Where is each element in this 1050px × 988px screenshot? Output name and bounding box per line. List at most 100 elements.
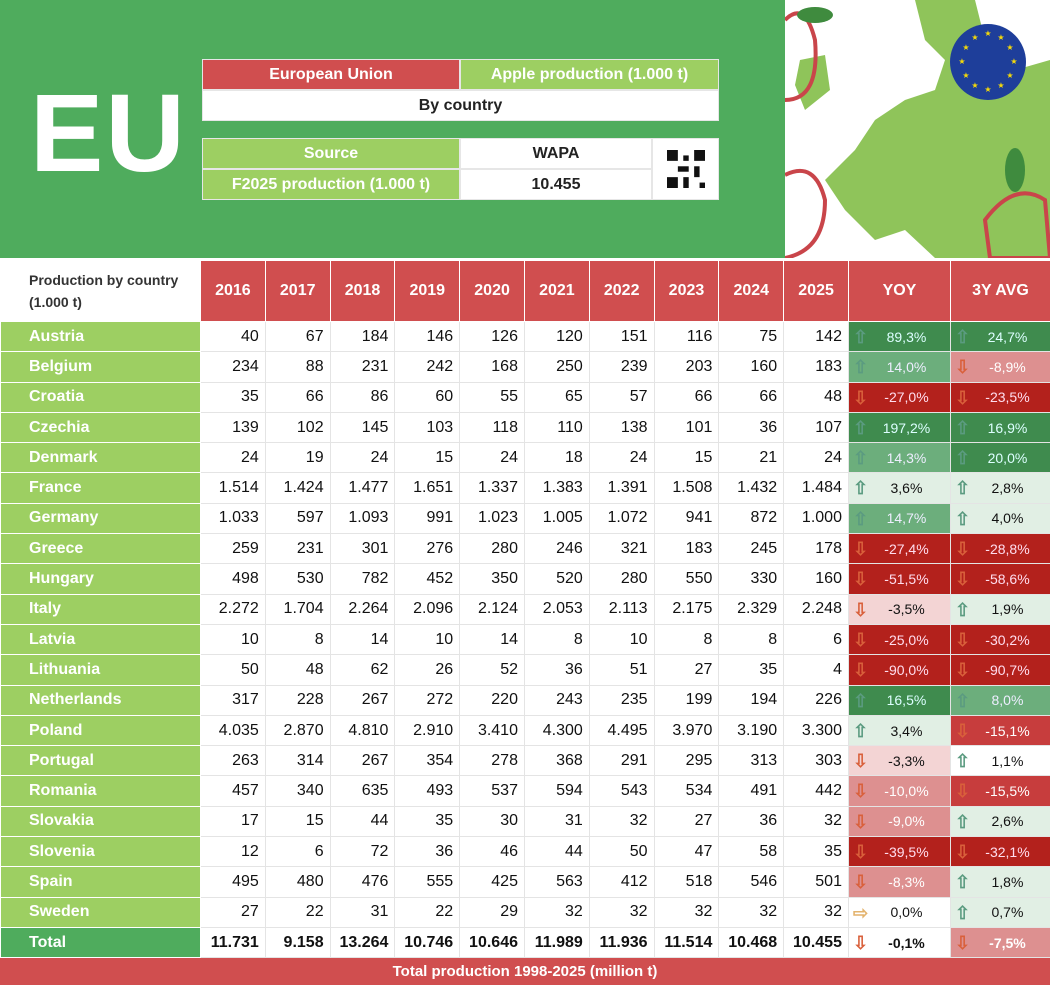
- avg-value: 2,8%: [991, 480, 1024, 497]
- yoy-change-cell: ⇩ -9,0%: [847, 805, 951, 838]
- country-name: Greece: [0, 533, 201, 565]
- production-value: 50: [588, 836, 655, 868]
- production-value: 32: [588, 896, 655, 928]
- production-value: 29: [459, 896, 525, 928]
- avg-value: -32,1%: [985, 843, 1030, 860]
- arrow-up-icon: ⇧: [954, 811, 971, 832]
- production-value: 2.096: [394, 593, 461, 625]
- yoy-value: -39,5%: [884, 843, 929, 860]
- production-value: 317: [200, 684, 266, 716]
- table-row: Belgium 234 88 231 242 168 250 239 203 160 183 ⇧ 14,…: [0, 351, 1050, 383]
- eu-flag-icon: ★ ★★★★★★★★★★★: [950, 24, 1026, 100]
- subtitle: By country: [202, 90, 719, 121]
- production-value: 3.410: [459, 714, 525, 747]
- yoy-value: -10,0%: [884, 783, 929, 800]
- production-value: 14: [459, 623, 525, 656]
- yoy-value: -0,1%: [888, 934, 925, 951]
- yoy-change-cell: ⇨ 0,0%: [847, 896, 951, 928]
- avg-change-cell: ⇩ -28,8%: [949, 533, 1050, 565]
- svg-text:★: ★: [1006, 71, 1013, 80]
- avg-value: -15,5%: [985, 783, 1030, 800]
- production-value: 3.970: [653, 714, 720, 747]
- production-value: 235: [588, 684, 655, 716]
- avg-value: 1,8%: [991, 873, 1024, 890]
- production-value: 1.424: [264, 472, 331, 504]
- production-value: 452: [394, 563, 461, 595]
- country-name: France: [0, 472, 201, 504]
- yoy-change-cell: ⇧ 14,3%: [847, 442, 951, 474]
- production-value: 4.810: [329, 714, 396, 747]
- production-value: 321: [588, 533, 655, 565]
- production-value: 139: [200, 411, 266, 444]
- production-value: 32: [523, 896, 590, 928]
- production-value: 160: [718, 351, 785, 383]
- production-value: 291: [588, 745, 655, 777]
- arrow-down-icon: ⇩: [852, 842, 869, 863]
- production-value: 31: [523, 805, 590, 838]
- production-value: 231: [264, 533, 331, 565]
- year-header: 2022: [588, 260, 655, 322]
- production-value: 32: [653, 896, 720, 928]
- production-value: 15: [264, 805, 331, 838]
- avg-change-cell: ⇩ -15,5%: [949, 775, 1050, 807]
- production-value: 178: [783, 533, 849, 565]
- production-value: 10: [200, 623, 266, 656]
- table-row: Austria 40 67 184 146 126 120 151 116 75 142 ⇧ 89,3%…: [0, 320, 1050, 353]
- production-value: 26: [394, 654, 461, 686]
- production-value: 1.651: [394, 472, 461, 504]
- production-value: 476: [329, 866, 396, 898]
- production-value: 228: [264, 684, 331, 716]
- arrow-down-icon: ⇩: [954, 539, 971, 560]
- source-label: Source: [202, 138, 460, 169]
- table-row: Portugal 263 314 267 354 278 368 291 295 313 303 ⇩ -…: [0, 745, 1050, 777]
- production-value: 12: [200, 836, 266, 868]
- production-value: 151: [588, 320, 655, 353]
- arrow-down-icon: ⇩: [954, 569, 971, 590]
- yoy-change-cell: ⇩ -27,4%: [847, 533, 951, 565]
- production-value: 62: [329, 654, 396, 686]
- arrow-right-icon: ⇨: [852, 902, 869, 923]
- table-row: France 1.514 1.424 1.477 1.651 1.337 1.383 1.39…: [0, 472, 1050, 504]
- production-value: 442: [783, 775, 849, 807]
- yoy-value: -51,5%: [884, 571, 929, 588]
- topic-label: Apple production (1.000 t): [460, 59, 719, 90]
- production-value: 3.190: [718, 714, 785, 747]
- production-value: 295: [653, 745, 720, 777]
- production-value: 21: [718, 442, 785, 474]
- source-value: WAPA: [460, 138, 652, 169]
- production-value: 145: [329, 411, 396, 444]
- forecast-value: 10.455: [460, 169, 652, 200]
- year-header: 2018: [329, 260, 396, 322]
- arrow-down-icon: ⇩: [954, 932, 971, 953]
- yoy-change-cell: ⇩ -8,3%: [847, 866, 951, 898]
- yoy-value: -3,3%: [888, 752, 925, 769]
- production-value: 782: [329, 563, 396, 595]
- production-value: 635: [329, 775, 396, 807]
- year-header: 2023: [653, 260, 720, 322]
- production-value: 11.514: [653, 926, 720, 959]
- avg-change-cell: ⇩ -30,2%: [949, 623, 1050, 656]
- production-value: 19: [264, 442, 331, 474]
- yoy-value: 3,4%: [890, 722, 923, 739]
- production-value: 1.508: [653, 472, 720, 504]
- production-value: 278: [459, 745, 525, 777]
- production-value: 168: [459, 351, 525, 383]
- year-header: 2021: [523, 260, 590, 322]
- arrow-down-icon: ⇩: [852, 387, 869, 408]
- production-value: 183: [783, 351, 849, 383]
- table-row: Italy 2.272 1.704 2.264 2.096 2.124 2.053 2.113…: [0, 593, 1050, 625]
- avg-value: -8,9%: [989, 358, 1026, 375]
- yoy-value: -90,0%: [884, 661, 929, 678]
- production-value: 120: [523, 320, 590, 353]
- production-value: 10: [588, 623, 655, 656]
- production-value: 250: [523, 351, 590, 383]
- production-value: 22: [394, 896, 461, 928]
- country-name: Slovakia: [0, 805, 201, 838]
- arrow-up-icon: ⇧: [852, 327, 869, 347]
- qr-code-icon[interactable]: [652, 138, 719, 200]
- production-value: 27: [653, 805, 720, 838]
- production-value: 31: [329, 896, 396, 928]
- production-value: 66: [718, 381, 785, 413]
- production-value: 35: [718, 654, 785, 686]
- avg-value: 1,9%: [991, 601, 1024, 618]
